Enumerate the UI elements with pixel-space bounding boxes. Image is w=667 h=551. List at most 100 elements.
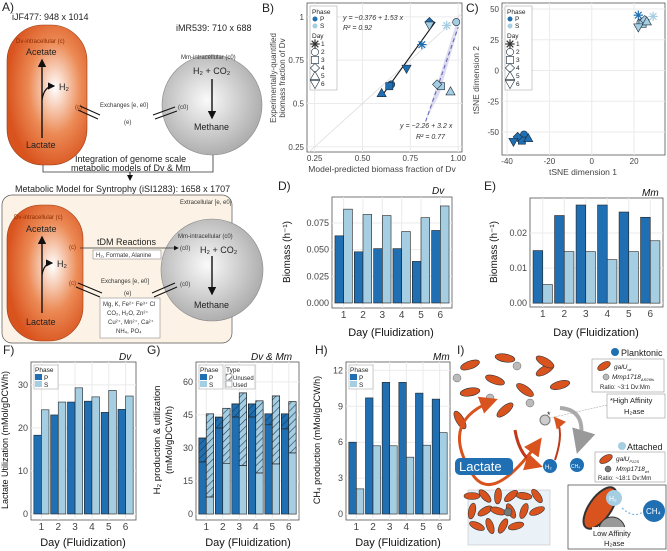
legend-day-label-5: 5 — [516, 73, 520, 80]
y-tick-label: 30 — [183, 443, 193, 453]
panel-label-f: F) — [3, 343, 14, 357]
y-tick-label: 30 — [18, 380, 28, 390]
legend-day-shape-1 — [310, 39, 320, 49]
point-s-day6 — [633, 23, 644, 33]
y-tick-label: 0.02 — [509, 228, 527, 238]
e-label-2: (e) — [124, 291, 131, 297]
bar-unused-s-day5 — [271, 395, 280, 465]
attached-mm-icon — [604, 465, 612, 473]
high-affinity-star: * — [547, 410, 551, 420]
lactate-label-2: Lactate — [26, 317, 56, 327]
bar-s-day4 — [91, 396, 100, 515]
bar-s-day4 — [401, 231, 411, 304]
legend-swatch-p — [507, 16, 513, 22]
x-tick-label: -40 — [501, 157, 513, 166]
legend-phase-title: Phase — [507, 9, 526, 16]
legend-day-shape-1 — [505, 39, 515, 49]
chart-d-ylabel: Biomass (h⁻¹) — [282, 221, 293, 283]
bacteria-cluster — [452, 353, 571, 430]
x-tick-label: 3 — [583, 309, 589, 320]
bar-used-s-day2 — [222, 463, 231, 515]
planktonic-dv-allele: wt — [627, 367, 632, 372]
chart-c-ylabel: tSNE dimension 2 — [471, 46, 481, 114]
bar-unused-p-day2 — [215, 416, 224, 429]
x-tick-label: 4 — [253, 522, 259, 533]
bar-s-day5 — [422, 444, 431, 515]
dv-cell-attached — [467, 502, 477, 520]
dv-cell-attached — [478, 489, 492, 503]
bar-p-day1 — [532, 250, 544, 304]
y-tick-label: 25 — [490, 36, 499, 45]
legend-swatch-unused — [225, 373, 233, 381]
legend-day-label-1: 1 — [516, 41, 520, 48]
c0-label-exchange: (c0) — [180, 282, 190, 288]
star-stroke — [311, 40, 319, 48]
legend-label-s: S — [209, 382, 214, 389]
attached-dv-gene-name: galU — [616, 456, 630, 463]
legend-swatch-s — [312, 23, 318, 29]
bar-unused-p-day1 — [198, 437, 207, 463]
mm-to-ch4-arrow — [559, 406, 596, 454]
exchange-arrow-dv-2 — [77, 282, 103, 294]
planktonic-mm-cell — [539, 414, 551, 426]
x-tick-label: 2 — [55, 522, 61, 533]
attached-dv-gene: galUP22S — [616, 456, 639, 464]
chart-g-title: Dv & Mm — [251, 352, 292, 363]
x-tick-label: 5 — [269, 522, 275, 533]
bar-unused-p-day6 — [281, 413, 290, 430]
point-s-day4 — [432, 79, 443, 90]
bar-used-p-day1 — [198, 461, 207, 515]
x-tick-label: 6 — [123, 522, 129, 533]
dv-cell-planktonic — [535, 355, 555, 369]
x-tick-label: 3 — [72, 522, 78, 533]
bar-s-day1 — [343, 208, 353, 304]
dv-cell-attached — [504, 489, 518, 503]
dv-cell-attached — [463, 492, 481, 500]
bar-p-day5 — [415, 392, 424, 515]
fit-p-equation: y = −0.376 + 1.53 x — [342, 15, 404, 22]
legend-day-label-6: 6 — [516, 81, 520, 88]
bar-s-day1 — [542, 284, 553, 304]
high-affinity-label-2: H₂ase — [624, 407, 644, 416]
y-tick-label: 45 — [183, 410, 193, 420]
bar-s-day3 — [74, 387, 83, 515]
exchanges-label: Exchanges [e, e0] — [100, 103, 148, 109]
bar-p-day1 — [348, 441, 357, 515]
dv-cell-planktonic — [496, 402, 514, 418]
fit-confidence-band-s — [425, 16, 459, 121]
bar-s-day5 — [628, 251, 639, 304]
legend-label-s: S — [44, 382, 49, 389]
point-p-day1 — [633, 10, 644, 20]
bar-p-day1 — [33, 434, 42, 515]
legend-day-label-5: 5 — [321, 73, 325, 80]
y-tick-label: 0.075 — [306, 218, 329, 228]
legend-type-title: Type — [226, 367, 240, 374]
point-p-day6 — [508, 137, 519, 148]
x-tick-label: -20 — [544, 157, 556, 166]
attached-biofilm — [463, 487, 545, 534]
chart-c-xlabel: tSNE dimension 1 — [549, 167, 617, 177]
legend-title: Phase — [35, 367, 54, 374]
dv-cell-planktonic — [485, 374, 505, 386]
bar-s-day4 — [606, 259, 618, 304]
planktonic-dv-icon — [597, 361, 611, 371]
star-stroke — [442, 21, 451, 30]
y-tick-label: -50 — [487, 128, 499, 137]
low-affinity-box — [592, 527, 642, 548]
legend-day-label-2: 2 — [321, 49, 325, 56]
methane-label-2: Methane — [194, 300, 229, 310]
exchange-arrow-mm-2 — [151, 282, 176, 294]
chart-e-xlabel: Day (Fluidization) — [553, 327, 639, 339]
y-tick-label: 0.01 — [509, 263, 527, 273]
bar-s-day1 — [356, 488, 365, 515]
star-stroke — [634, 11, 643, 19]
bar-p-day5 — [411, 261, 422, 304]
panel-label-c: C) — [466, 1, 479, 15]
x-tick-label: 2 — [220, 522, 226, 533]
bar-p-day4 — [392, 248, 402, 304]
dv-cell-planktonic — [516, 383, 534, 397]
tdm-metabolites-box — [92, 249, 162, 260]
bar-s-day6 — [440, 205, 450, 304]
